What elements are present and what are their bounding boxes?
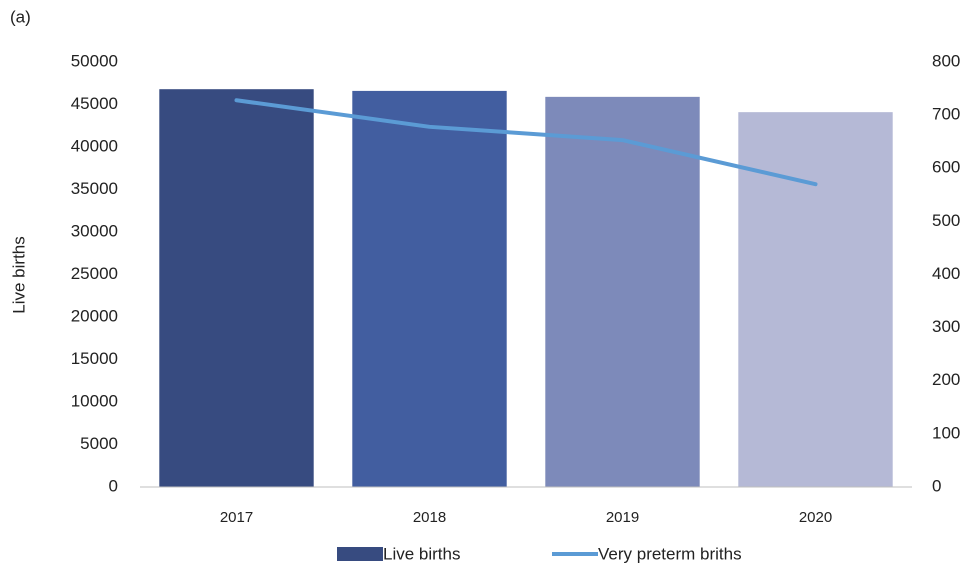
y2-tick-label: 700	[932, 105, 960, 124]
bar	[352, 90, 507, 488]
y2-tick-label: 400	[932, 264, 960, 283]
y2-tick-label: 0	[932, 476, 941, 495]
y-tick-label: 20000	[71, 306, 118, 325]
y-tick-label: 40000	[71, 136, 118, 155]
bar	[738, 112, 893, 488]
y2-tick-label: 800	[932, 51, 960, 70]
y-tick-label: 5000	[80, 434, 118, 453]
y-tick-label: 30000	[71, 221, 118, 240]
legend-swatch	[337, 547, 383, 561]
x-tick-label: 2017	[220, 509, 253, 526]
legend-label: Live births	[383, 544, 460, 563]
y2-tick-label: 300	[932, 317, 960, 336]
y2-tick-label: 600	[932, 158, 960, 177]
y-tick-label: 45000	[71, 94, 118, 113]
y-tick-label: 0	[109, 476, 118, 495]
x-tick-label: 2020	[799, 509, 832, 526]
y-tick-label: 15000	[71, 349, 118, 368]
y-axis-label: Live births	[9, 236, 28, 313]
panel-label: (a)	[10, 7, 31, 26]
y-tick-label: 35000	[71, 179, 118, 198]
line	[234, 98, 818, 187]
y2-tick-label: 500	[932, 211, 960, 230]
bar	[545, 96, 700, 487]
x-tick-label: 2019	[606, 509, 639, 526]
y2-tick-label: 100	[932, 423, 960, 442]
y-tick-label: 25000	[71, 264, 118, 283]
y-tick-label: 10000	[71, 391, 118, 410]
y2-tick-label: 200	[932, 370, 960, 389]
legend-label: Very preterm briths	[598, 544, 742, 563]
x-tick-label: 2018	[413, 509, 446, 526]
y-tick-label: 50000	[71, 51, 118, 70]
bar	[159, 89, 314, 487]
